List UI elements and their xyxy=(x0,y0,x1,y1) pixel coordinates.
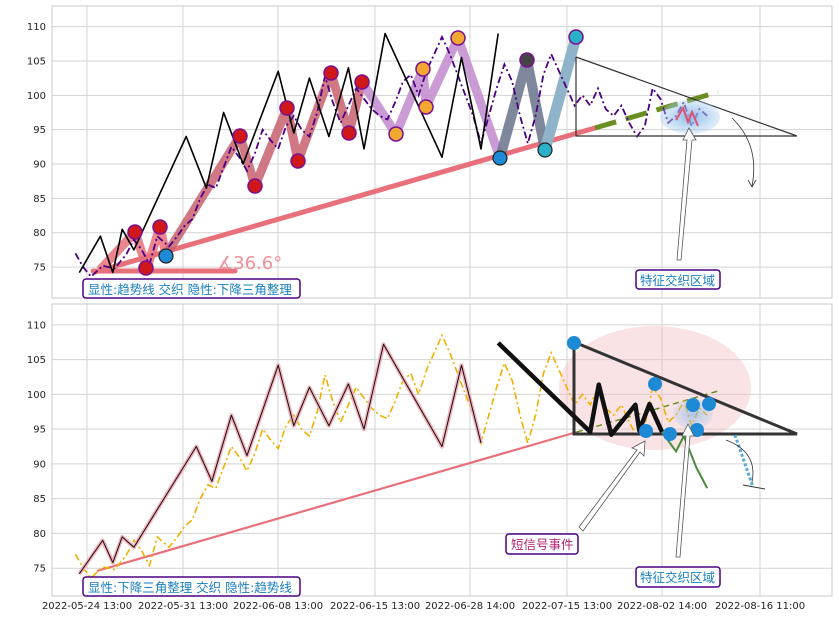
y-tick-label: 110 xyxy=(27,22,46,33)
marker xyxy=(152,219,168,235)
x-tick-label: 2022-06-15 13:00 xyxy=(330,601,420,612)
y-tick-label: 95 xyxy=(33,125,46,136)
x-tick-label: 2022-08-02 14:00 xyxy=(617,601,707,612)
marker xyxy=(639,424,653,438)
marker xyxy=(702,397,716,411)
y-tick-label: 90 xyxy=(33,160,46,171)
marker xyxy=(418,99,434,115)
marker xyxy=(388,126,404,142)
y-tick-label: 75 xyxy=(33,263,46,274)
bottom-markers xyxy=(567,336,716,441)
top-markers xyxy=(127,29,584,276)
top-feature-label: 特征交织区域 xyxy=(640,273,715,288)
marker xyxy=(567,336,581,350)
y-tick-label: 105 xyxy=(27,56,46,67)
marker xyxy=(648,377,662,391)
y-tick-label: 80 xyxy=(33,529,46,540)
top-feature-pointer xyxy=(676,127,697,261)
bottom-projection xyxy=(733,434,755,488)
bottom-zigzag-glow xyxy=(77,342,483,575)
y-tick-label: 80 xyxy=(33,228,46,239)
marker xyxy=(127,224,143,240)
top-pattern-label: 显性:趋势线 交织 隐性:下降三角整理 xyxy=(88,282,292,297)
marker xyxy=(450,30,466,46)
marker xyxy=(279,100,295,116)
top-trend-extension xyxy=(594,89,719,131)
top-price-line xyxy=(74,34,708,279)
top-trend-line xyxy=(92,125,598,275)
top-grid xyxy=(52,6,832,298)
x-tick-label: 2022-05-24 13:00 xyxy=(42,601,132,612)
bottom-plot-frame xyxy=(51,303,833,597)
bottom-zigzag-line xyxy=(78,343,482,575)
y-tick-label: 75 xyxy=(33,564,46,575)
y-tick-label: 85 xyxy=(33,494,46,505)
x-tick-label: 2022-06-28 14:00 xyxy=(425,601,515,612)
bottom-pattern-label-box xyxy=(82,576,301,597)
marker xyxy=(341,125,357,141)
marker xyxy=(232,128,248,144)
angle-label: ∡36.6° xyxy=(217,253,282,274)
marker xyxy=(354,74,370,90)
bottom-trend-line xyxy=(96,430,578,573)
band-segment-2 xyxy=(162,68,367,258)
x-tick-label: 2022-05-31 13:00 xyxy=(138,601,228,612)
band-segment-5 xyxy=(539,35,582,152)
marker xyxy=(492,150,508,166)
bottom-feature-label-box xyxy=(635,566,721,588)
bottom-y-tick-labels: 75 80 85 90 95 100 105 110 xyxy=(27,320,46,574)
marker xyxy=(158,248,174,264)
y-tick-label: 90 xyxy=(33,459,46,470)
top-zigzag-line xyxy=(78,32,499,274)
top-curved-arrow xyxy=(731,117,755,187)
marker xyxy=(290,153,306,169)
marker xyxy=(247,178,263,194)
bottom-feature-label: 特征交织区域 xyxy=(640,570,715,585)
x-tick-label: 2022-07-15 13:00 xyxy=(522,601,612,612)
x-tick-labels: 2022-05-24 13:00 2022-05-31 13:00 2022-06-… xyxy=(42,601,805,612)
top-feature-label-box xyxy=(635,269,721,290)
y-tick-label: 100 xyxy=(27,91,46,102)
bottom-projection-end xyxy=(742,484,766,490)
top-curved-arrow-head xyxy=(747,179,757,188)
y-tick-label: 100 xyxy=(27,390,46,401)
bottom-feature-pointer xyxy=(675,423,695,558)
bottom-pattern-label: 显性:下降三角整理 交织 隐性:趋势线 xyxy=(88,580,292,595)
marker xyxy=(663,427,677,441)
top-y-tick-labels: 75 80 85 90 95 100 105 110 xyxy=(27,22,46,273)
y-tick-label: 110 xyxy=(27,320,46,331)
marker xyxy=(323,65,339,81)
bottom-triangle-zigzag xyxy=(496,341,665,437)
marker xyxy=(519,52,535,68)
marker xyxy=(690,423,704,437)
signal-pointer xyxy=(578,440,646,532)
top-feature-mini-zigzag xyxy=(675,105,699,127)
band-segment-3 xyxy=(358,33,505,160)
marker xyxy=(686,398,700,412)
top-pattern-label-box xyxy=(82,278,301,299)
marker xyxy=(138,260,154,276)
y-tick-label: 105 xyxy=(27,355,46,366)
y-tick-label: 95 xyxy=(33,425,46,436)
y-tick-label: 85 xyxy=(33,194,46,205)
top-plot-frame xyxy=(51,5,833,299)
marker xyxy=(415,61,431,77)
signal-label-box xyxy=(505,533,579,555)
x-tick-label: 2022-06-08 13:00 xyxy=(233,601,323,612)
signal-label: 短信号事件 xyxy=(511,537,574,552)
marker xyxy=(568,29,584,45)
top-chart-panel: 75 80 85 90 95 100 105 110 ∡36.6° xyxy=(27,5,833,299)
x-tick-label: 2022-08-16 11:00 xyxy=(715,601,805,612)
marker xyxy=(537,142,553,158)
bottom-curved-arrow xyxy=(725,439,754,483)
bottom-grid xyxy=(52,304,832,596)
